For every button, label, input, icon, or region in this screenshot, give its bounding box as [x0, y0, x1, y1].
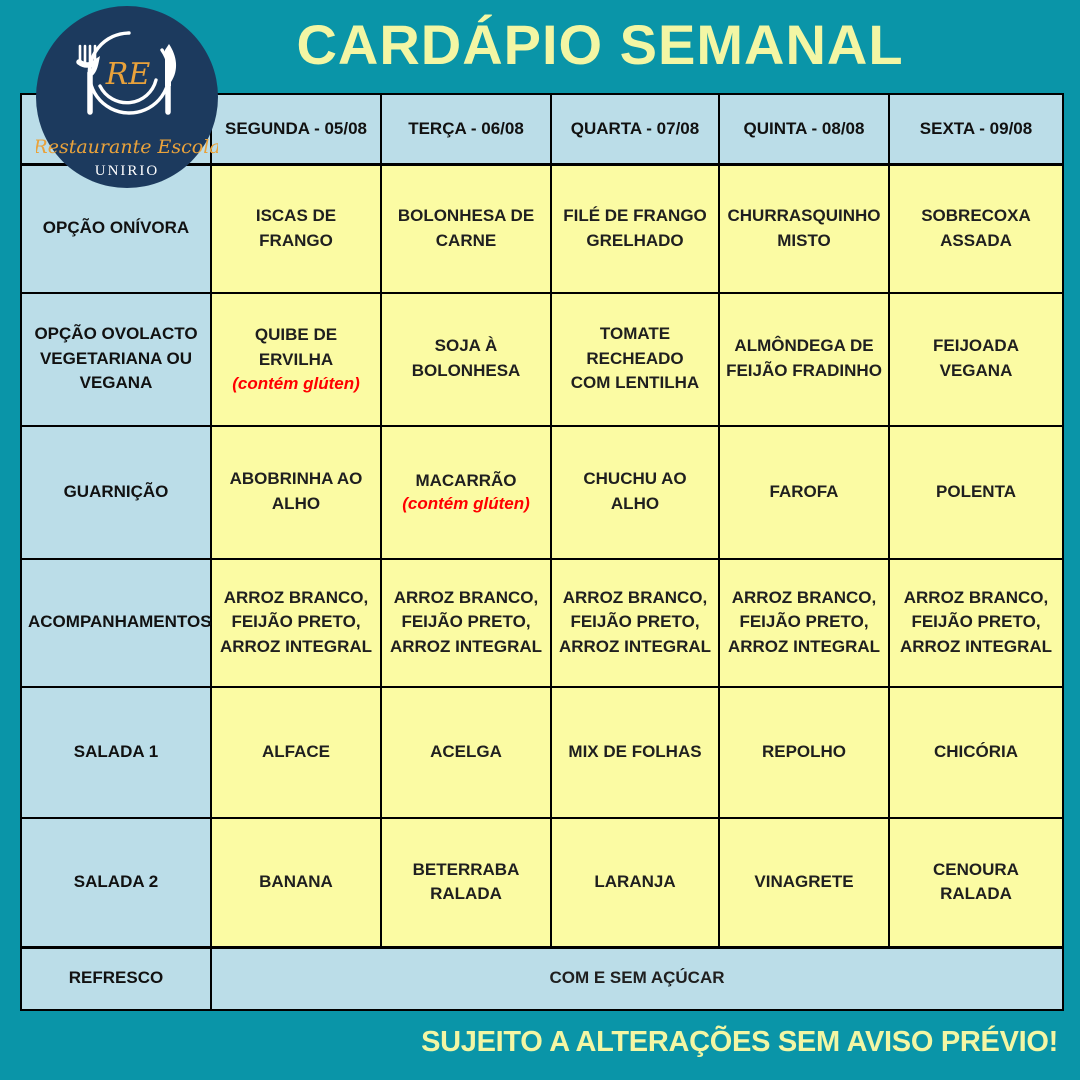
row-guarnicao: GUARNIÇÃO ABOBRINHA AO ALHO MACARRÃO (con… — [20, 424, 1064, 560]
menu-cell: SOBRECOXA ASSADA — [888, 163, 1064, 294]
dish-name: ALMÔNDEGA DE FEIJÃO FRADINHO — [726, 336, 882, 380]
menu-cell: FILÉ DE FRANGO GRELHADO — [550, 163, 720, 294]
menu-cell: CHICÓRIA — [888, 685, 1064, 819]
menu-cell: ARROZ BRANCO, FEIJÃO PRETO, ARROZ INTEGR… — [888, 557, 1064, 688]
disclaimer-text: SUJEITO A ALTERAÇÕES SEM AVISO PRÉVIO! — [421, 1026, 1058, 1058]
dish-name: ALFACE — [262, 741, 330, 761]
menu-cell: MIX DE FOLHAS — [550, 685, 720, 819]
dish-name: BANANA — [259, 871, 333, 891]
row-acompanhamentos: ACOMPANHAMENTOS ARROZ BRANCO, FEIJÃO PRE… — [20, 557, 1064, 688]
menu-cell: TOMATE RECHEADO COM LENTILHA — [550, 291, 720, 427]
dish-name: ARROZ BRANCO, FEIJÃO PRETO, ARROZ INTEGR… — [219, 587, 373, 656]
menu-cell: VINAGRETE — [718, 816, 890, 949]
row-salada-2: SALADA 2 BANANA BETERRABA RALADA LARANJA… — [20, 816, 1064, 949]
menu-cell: BOLONHESA DE CARNE — [380, 163, 552, 294]
row-salada-1: SALADA 1 ALFACE ACELGA MIX DE FOLHAS REP… — [20, 685, 1064, 819]
day-header-wednesday: QUARTA - 07/08 — [550, 93, 720, 166]
menu-cell: ISCAS DE FRANGO — [210, 163, 382, 294]
row-label: SALADA 2 — [20, 816, 212, 949]
dish-name: ARROZ BRANCO, FEIJÃO PRETO, ARROZ INTEGR… — [389, 587, 543, 656]
dish-name: SOBRECOXA ASSADA — [921, 206, 1031, 250]
menu-cell: FEIJOADA VEGANA — [888, 291, 1064, 427]
row-label: REFRESCO — [20, 946, 212, 1011]
row-label: GUARNIÇÃO — [20, 424, 212, 560]
logo-org: UNIRIO — [95, 163, 160, 179]
menu-table: SEGUNDA - 05/08 TERÇA - 06/08 QUARTA - 0… — [20, 93, 1064, 1011]
dish-name: FILÉ DE FRANGO GRELHADO — [563, 206, 707, 250]
menu-cell: ARROZ BRANCO, FEIJÃO PRETO, ARROZ INTEGR… — [718, 557, 890, 688]
menu-cell: FAROFA — [718, 424, 890, 560]
page-title: CARDÁPIO SEMANAL — [296, 13, 904, 76]
dish-name: ARROZ BRANCO, FEIJÃO PRETO, ARROZ INTEGR… — [727, 587, 881, 656]
menu-cell: BANANA — [210, 816, 382, 949]
dish-name: ACELGA — [430, 741, 502, 761]
menu-cell: ALMÔNDEGA DE FEIJÃO FRADINHO — [718, 291, 890, 427]
dish-name: TOMATE RECHEADO COM LENTILHA — [570, 324, 700, 393]
dish-name: POLENTA — [936, 481, 1016, 501]
dish-name: VINAGRETE — [754, 871, 854, 891]
dish-name: SOJA À BOLONHESA — [411, 336, 521, 380]
menu-cell: ALFACE — [210, 685, 382, 819]
menu-cell: BETERRABA RALADA — [380, 816, 552, 949]
row-label: SALADA 1 — [20, 685, 212, 819]
row-opcao-onivora: OPÇÃO ONÍVORA ISCAS DE FRANGO BOLONHESA … — [20, 163, 1064, 294]
plate-icon — [87, 31, 171, 115]
dish-name: ARROZ BRANCO, FEIJÃO PRETO, ARROZ INTEGR… — [558, 587, 712, 656]
row-label: OPÇÃO OVOLACTO VEGETARIANA OU VEGANA — [20, 291, 212, 427]
allergy-note: (contém glúten) — [232, 373, 360, 393]
dish-name: MACARRÃO — [415, 470, 517, 490]
menu-cell: MACARRÃO (contém glúten) — [380, 424, 552, 560]
day-header-thursday: QUINTA - 08/08 — [718, 93, 890, 166]
menu-cell: CHUCHU AO ALHO — [550, 424, 720, 560]
restaurant-logo: RE Restaurante Escola UNIRIO — [32, 6, 221, 188]
row-refresco: REFRESCO COM E SEM AÇÚCAR — [20, 946, 1064, 1011]
dish-name: MIX DE FOLHAS — [568, 741, 702, 761]
dish-name: BETERRABA RALADA — [412, 859, 520, 904]
dish-name: BOLONHESA DE CARNE — [397, 206, 535, 250]
restaurant-logo-graphic: RE Restaurante Escola UNIRIO — [32, 6, 221, 188]
menu-cell: ARROZ BRANCO, FEIJÃO PRETO, ARROZ INTEGR… — [550, 557, 720, 688]
dish-name: FEIJOADA VEGANA — [933, 336, 1019, 380]
menu-cell: CENOURA RALADA — [888, 816, 1064, 949]
dish-name: CENOURA RALADA — [933, 859, 1019, 904]
menu-cell: POLENTA — [888, 424, 1064, 560]
menu-cell: ACELGA — [380, 685, 552, 819]
row-label: ACOMPANHAMENTOS — [20, 557, 212, 688]
dish-name: FAROFA — [769, 481, 839, 501]
dish-name: REPOLHO — [761, 741, 847, 761]
menu-cell: SOJA À BOLONHESA — [380, 291, 552, 427]
day-header-tuesday: TERÇA - 06/08 — [380, 93, 552, 166]
dish-name: CHUCHU AO ALHO — [583, 469, 687, 513]
day-header-friday: SEXTA - 09/08 — [888, 93, 1064, 166]
logo-name: Restaurante Escola — [36, 136, 218, 158]
day-header-monday: SEGUNDA - 05/08 — [210, 93, 382, 166]
dish-name: LARANJA — [594, 871, 676, 891]
dish-name: CHURRASQUINHO MISTO — [727, 206, 881, 250]
menu-cell: ABOBRINHA AO ALHO — [210, 424, 382, 560]
menu-cell: REPOLHO — [718, 685, 890, 819]
allergy-note: (contém glúten) — [402, 494, 530, 514]
dish-name: ARROZ BRANCO, FEIJÃO PRETO, ARROZ INTEGR… — [899, 587, 1053, 656]
refresco-value-cell: COM E SEM AÇÚCAR — [210, 946, 1064, 1011]
row-opcao-ovolacto: OPÇÃO OVOLACTO VEGETARIANA OU VEGANA QUI… — [20, 291, 1064, 427]
dish-name: QUIBE DE ERVILHA — [254, 325, 338, 369]
dish-name: ISCAS DE FRANGO — [255, 206, 337, 250]
menu-cell: CHURRASQUINHO MISTO — [718, 163, 890, 294]
dish-name: ABOBRINHA AO ALHO — [229, 469, 363, 513]
menu-cell: ARROZ BRANCO, FEIJÃO PRETO, ARROZ INTEGR… — [210, 557, 382, 688]
logo-initials: RE — [105, 57, 151, 92]
dish-name: CHICÓRIA — [933, 741, 1019, 761]
menu-cell: ARROZ BRANCO, FEIJÃO PRETO, ARROZ INTEGR… — [380, 557, 552, 688]
menu-cell: LARANJA — [550, 816, 720, 949]
menu-cell: QUIBE DE ERVILHA (contém glúten) — [210, 291, 382, 427]
